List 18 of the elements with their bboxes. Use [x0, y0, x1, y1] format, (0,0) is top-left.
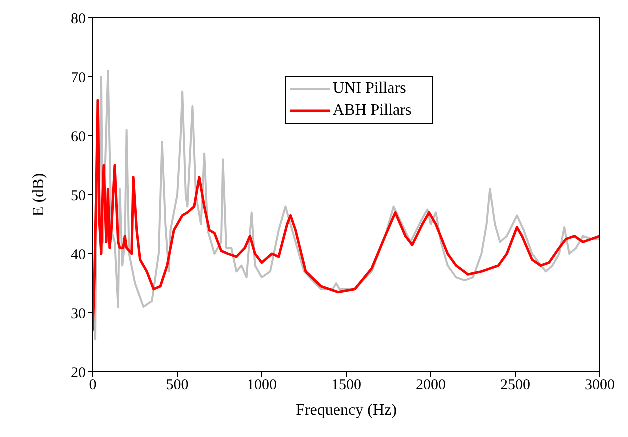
- y-tick-label: 50: [71, 188, 86, 204]
- x-tick-label: 2000: [416, 378, 446, 394]
- x-tick-label: 500: [166, 378, 189, 394]
- legend-label: ABH Pillars: [333, 101, 412, 121]
- y-tick-label: 30: [71, 306, 86, 322]
- x-tick-label: 1500: [332, 378, 362, 394]
- y-tick-label: 70: [71, 70, 86, 86]
- y-tick-label: 20: [71, 365, 86, 382]
- legend-label: UNI Pillars: [333, 79, 406, 99]
- x-tick-label: 2500: [500, 378, 530, 394]
- x-axis-title: Frequency (Hz): [296, 402, 397, 419]
- y-tick-label: 80: [71, 11, 86, 28]
- y-tick-label: 40: [71, 247, 86, 264]
- y-tick-label: 60: [71, 129, 86, 146]
- x-tick-label: 0: [89, 378, 97, 394]
- x-tick-label: 1000: [247, 378, 277, 394]
- y-axis-title: E (dB): [30, 173, 48, 217]
- x-tick-label: 3000: [585, 378, 615, 394]
